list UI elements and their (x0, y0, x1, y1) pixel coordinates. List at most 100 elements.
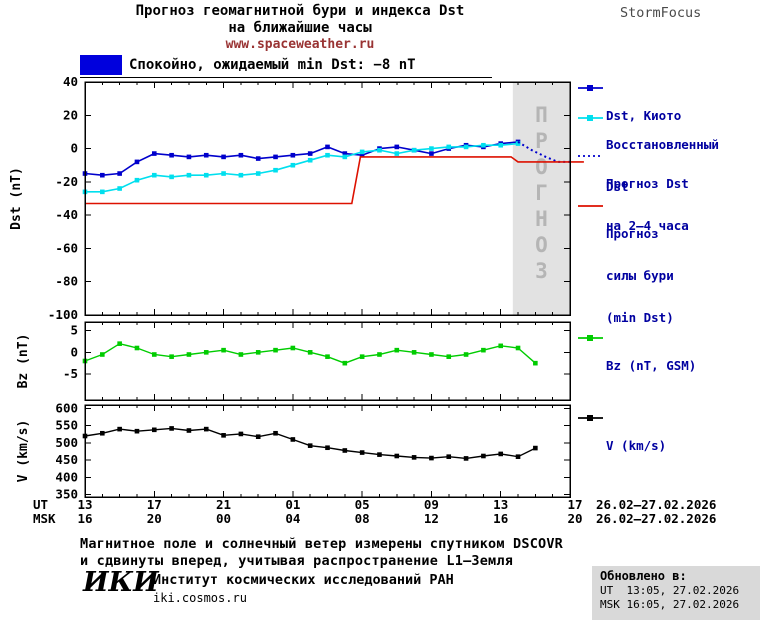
status-banner: Спокойно, ожидаемый min Dst: −8 nT (80, 53, 492, 78)
marker-dst-restored (186, 172, 192, 178)
x-tick-msk: 08 (355, 511, 370, 526)
legend-forecast-line1: Прогноз Dst (606, 176, 689, 191)
legend-bz: Bz (nT, GSM) (606, 331, 696, 401)
marker-bz (377, 352, 382, 357)
marker-v (117, 426, 122, 432)
x-axis-labels: UTMSK1316172021000104050809121316172026.… (33, 497, 716, 526)
marker-bz (359, 354, 365, 359)
marker-dst-restored (221, 171, 226, 176)
marker-dst-kyoto (117, 171, 122, 176)
x-tick-msk: 04 (285, 511, 300, 526)
institute-name: Институт космических исследований РАН (153, 572, 454, 588)
marker-v (377, 452, 382, 457)
svg-text:350: 350 (55, 487, 78, 502)
panel-v: 600 550 500 450 400 350 V (km/s) (16, 400, 571, 502)
forecast-label-letter: З (535, 259, 548, 283)
svg-text:-20: -20 (55, 174, 78, 189)
data-source-note-line1: Магнитное поле и солнечный ветер измерен… (80, 536, 564, 552)
marker-v (533, 445, 538, 451)
marker-dst-restored (463, 144, 469, 150)
marker-v (290, 437, 296, 442)
marker-dst-restored (100, 189, 105, 195)
marker-bz (325, 354, 330, 359)
series-storm-forecast (85, 156, 584, 205)
marker-v (221, 433, 226, 438)
legend-marker-bz-square (587, 335, 593, 341)
marker-bz (394, 347, 400, 353)
svg-text:5: 5 (70, 323, 78, 338)
svg-text:500: 500 (55, 435, 78, 450)
x-tick-msk: 20 (567, 511, 582, 526)
marker-dst-kyoto (342, 151, 348, 156)
marker-dst-restored (498, 142, 504, 148)
marker-dst-kyoto (325, 144, 330, 150)
legend-marker-v-square (587, 415, 593, 421)
ylabel-bz: Bz (nT) (16, 334, 31, 389)
x-tick-msk: 00 (216, 511, 231, 526)
marker-v (342, 448, 348, 453)
marker-dst-restored (134, 177, 140, 183)
marker-dst-restored (377, 147, 382, 153)
marker-dst-restored (394, 151, 400, 156)
marker-dst-restored (151, 172, 157, 178)
ylabel-dst: Dst (nT) (9, 167, 24, 230)
svg-text:550: 550 (55, 418, 78, 433)
legend-v-label: V (km/s) (606, 438, 667, 453)
marker-bz (463, 352, 469, 357)
ylabel-v: V (km/s) (16, 420, 31, 483)
legend-restored-line2: Dst (606, 179, 629, 194)
page-title-line2: на ближайшие часы (228, 20, 372, 36)
legend-forecast-line2: на 2–4 часа (606, 218, 689, 233)
marker-dst-restored (307, 157, 313, 163)
svg-text:-40: -40 (55, 207, 78, 222)
forecast-label-letter: Г (535, 181, 548, 205)
msk-row-label: MSK (33, 511, 56, 526)
updated-msk: MSK 16:05, 27.02.2026 (600, 598, 740, 611)
marker-dst-restored (446, 144, 452, 150)
marker-dst-kyoto (203, 152, 209, 158)
marker-v (359, 450, 365, 455)
marker-dst-kyoto (100, 172, 105, 178)
x-tick-msk: 16 (493, 511, 508, 526)
forecast-label-letter: Р (535, 129, 548, 153)
data-source-note-line2: и сдвинуты вперед, учитывая распростране… (80, 553, 514, 569)
marker-dst-restored (359, 149, 365, 155)
site-link[interactable]: www.spaceweather.ru (225, 37, 375, 52)
marker-dst-kyoto (394, 144, 400, 150)
marker-dst-restored (169, 174, 174, 180)
marker-v (186, 428, 192, 433)
marker-dst-restored (342, 154, 348, 160)
marker-bz (515, 345, 521, 351)
x-tick-ut: 21 (216, 497, 231, 512)
date-range-msk: 26.02–27.02.2026 (596, 511, 716, 526)
svg-text:0: 0 (70, 141, 78, 156)
panel-bz: 5 0 -5 Bz (nT) (16, 321, 571, 401)
marker-v (151, 427, 157, 433)
page-title-line1: Прогноз геомагнитной бури и индекса Dst (135, 3, 465, 19)
marker-dst-restored (117, 186, 122, 191)
marker-dst-restored (203, 172, 209, 178)
marker-dst-kyoto (221, 154, 226, 160)
svg-text:0: 0 (70, 344, 78, 359)
marker-v (463, 456, 469, 461)
marker-v (515, 454, 521, 459)
date-range-ut: 26.02–27.02.2026 (596, 497, 716, 512)
x-tick-ut: 17 (147, 497, 162, 512)
x-tick-ut: 01 (285, 497, 300, 512)
x-tick-ut: 13 (77, 497, 92, 512)
svg-text:40: 40 (63, 74, 78, 89)
marker-dst-kyoto (186, 154, 192, 160)
x-tick-ut: 09 (424, 497, 439, 512)
x-tick-ut: 13 (493, 497, 508, 512)
legend-bz-label: Bz (nT, GSM) (606, 358, 697, 373)
legend-marker-dst-kyoto-square (587, 85, 593, 91)
legend-storm-forecast: Прогноз силы бури (min Dst) (606, 199, 674, 353)
svg-text:450: 450 (55, 452, 78, 467)
marker-v (446, 454, 452, 459)
svg-text:400: 400 (55, 469, 78, 484)
institute-link[interactable]: iki.cosmos.ru (153, 591, 247, 605)
marker-dst-kyoto (151, 151, 157, 156)
marker-dst-restored (238, 172, 244, 178)
marker-bz (186, 352, 192, 357)
